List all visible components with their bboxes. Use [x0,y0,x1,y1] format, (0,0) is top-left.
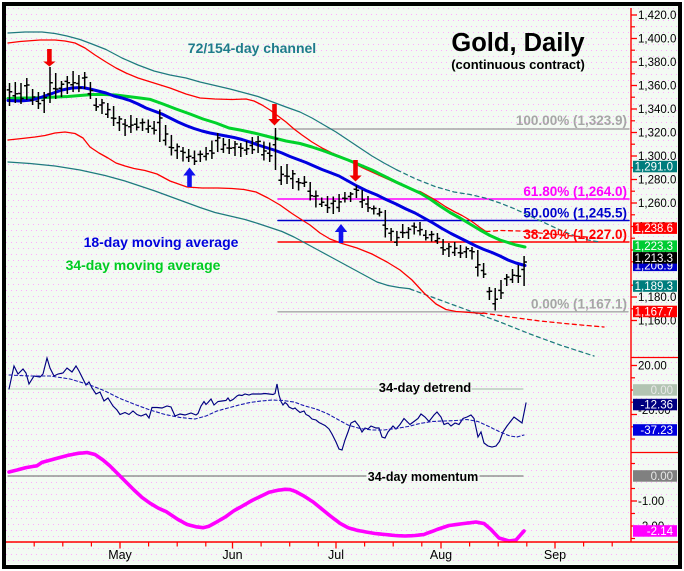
svg-text:1,189.3: 1,189.3 [635,281,673,293]
svg-text:1,380.0: 1,380.0 [638,57,676,69]
svg-text:1,291.0: 1,291.0 [635,162,673,174]
svg-text:1,280.0: 1,280.0 [638,175,676,187]
svg-text:1,238.6: 1,238.6 [635,223,673,235]
svg-text:1,300.0: 1,300.0 [638,151,676,163]
svg-text:0.00% (1,167.1): 0.00% (1,167.1) [531,297,627,312]
svg-text:-2.14: -2.14 [647,526,674,538]
svg-text:Gold, Daily: Gold, Daily [451,29,585,57]
svg-text:1,180.0: 1,180.0 [638,292,676,304]
svg-text:1,420.0: 1,420.0 [638,10,676,22]
svg-text:1,320.0: 1,320.0 [638,128,676,140]
svg-text:0.00: 0.00 [651,385,673,397]
svg-text:Aug: Aug [430,548,452,562]
svg-text:(continuous contract): (continuous contract) [451,57,585,72]
svg-text:61.80% (1,264.0): 61.80% (1,264.0) [523,184,627,199]
svg-text:1,340.0: 1,340.0 [638,104,676,116]
svg-text:Jul: Jul [328,548,344,562]
svg-text:20.00: 20.00 [638,361,667,373]
svg-text:1,213.3: 1,213.3 [635,253,673,265]
svg-text:Jun: Jun [222,548,242,562]
svg-text:18-day moving average: 18-day moving average [84,234,239,250]
svg-text:34-day moving average: 34-day moving average [66,257,221,273]
svg-text:1,360.0: 1,360.0 [638,81,676,93]
svg-text:72/154-day channel: 72/154-day channel [188,40,316,56]
svg-text:1,223.3: 1,223.3 [635,241,673,253]
svg-text:May: May [108,548,132,562]
svg-text:100.00% (1,323.9): 100.00% (1,323.9) [516,113,627,128]
svg-text:Sep: Sep [544,548,566,562]
svg-text:1,260.0: 1,260.0 [638,198,676,210]
svg-text:-12.36: -12.36 [640,400,673,412]
svg-text:38.20% (1,227.0): 38.20% (1,227.0) [523,227,627,242]
svg-text:1,160.0: 1,160.0 [638,316,676,328]
svg-text:0.00: 0.00 [651,471,673,483]
svg-text:50.00% (1,245.5): 50.00% (1,245.5) [523,206,627,221]
svg-text:34-day detrend: 34-day detrend [379,380,472,395]
svg-text:-1.00: -1.00 [638,496,664,508]
svg-text:1,400.0: 1,400.0 [638,34,676,46]
svg-text:-37.23: -37.23 [640,425,673,437]
svg-text:34-day momentum: 34-day momentum [368,470,478,484]
svg-text:1,167.7: 1,167.7 [635,307,673,319]
